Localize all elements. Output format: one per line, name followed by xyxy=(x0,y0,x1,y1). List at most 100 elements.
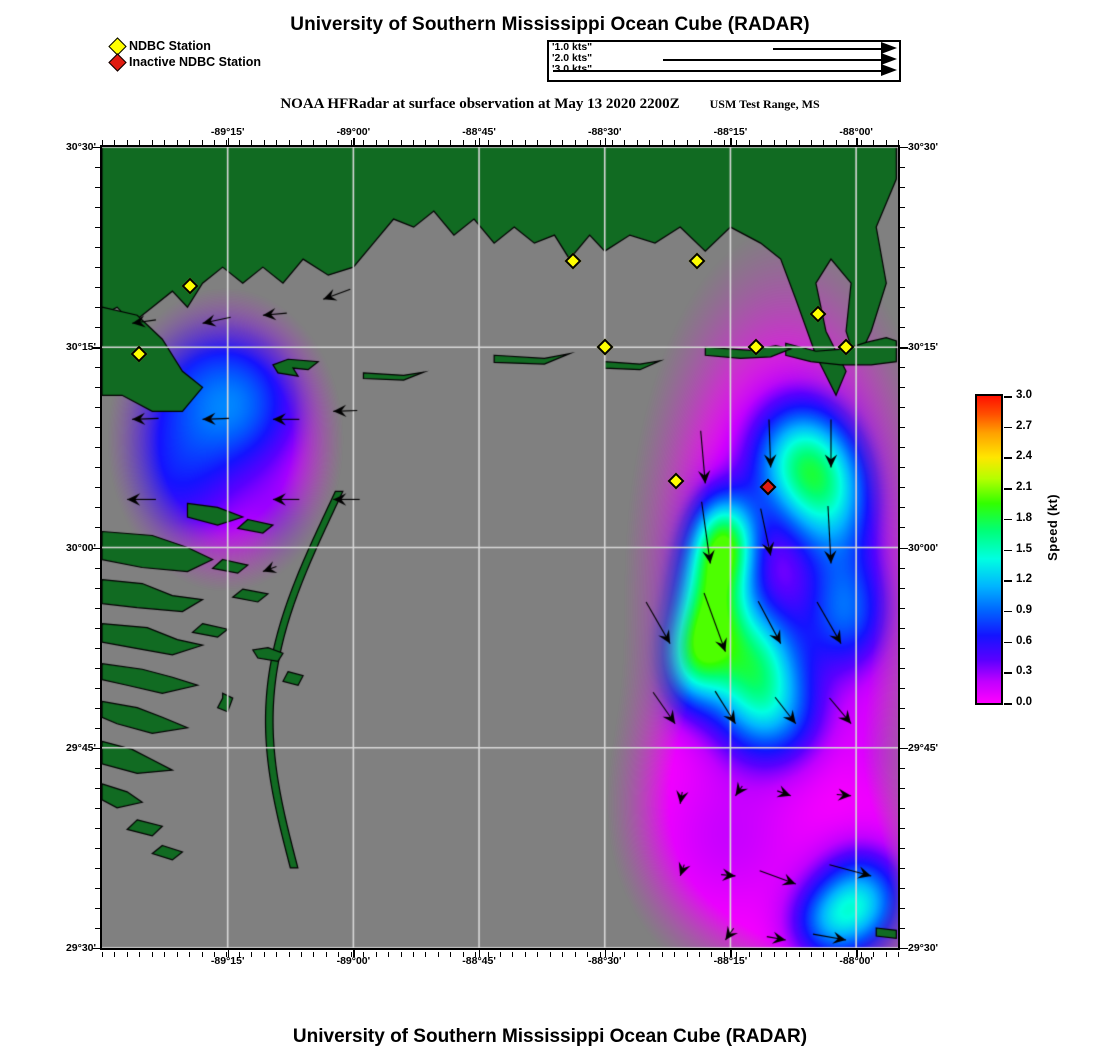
x-axis-tick-bottom xyxy=(604,950,607,957)
inactive-ndbc-station-marker[interactable] xyxy=(759,478,777,496)
x-axis-minor-tick-bottom xyxy=(848,952,850,957)
colorbar-tick-label: 2.7 xyxy=(1016,419,1032,432)
y-axis-minor-tick-right xyxy=(900,307,905,309)
y-axis-label-right: 29°45' xyxy=(908,741,939,754)
x-axis-minor-tick-bottom xyxy=(276,952,278,957)
colorbar-tick-mark xyxy=(1004,488,1012,490)
y-axis-tick-right xyxy=(900,347,908,349)
y-axis-minor-tick-right xyxy=(900,948,905,949)
y-axis-minor-tick-right xyxy=(900,487,905,489)
colorbar-tick-mark xyxy=(1004,580,1012,582)
x-axis-minor-tick-bottom xyxy=(400,952,402,957)
x-axis-minor-tick-bottom xyxy=(114,952,116,957)
x-axis-label-bottom: -88°45' xyxy=(462,955,496,967)
y-axis-minor-tick-right xyxy=(900,427,905,429)
x-axis-minor-tick-bottom xyxy=(139,952,141,957)
colorbar-tick-label: 1.2 xyxy=(1016,573,1032,586)
x-axis-minor-tick-bottom xyxy=(885,952,887,957)
colorbar-tick-label: 0.9 xyxy=(1016,603,1032,616)
station-legend: NDBC Station Inactive NDBC Station xyxy=(108,37,408,72)
colorbar-tick-label: 0.0 xyxy=(1016,696,1032,708)
y-axis-minor-tick-right xyxy=(900,847,905,849)
station-marker-layer[interactable] xyxy=(102,147,898,948)
ndbc-station-marker[interactable] xyxy=(596,338,614,356)
x-axis-minor-tick-bottom xyxy=(748,952,750,957)
y-axis-minor-tick-right xyxy=(900,647,905,649)
x-axis-minor-tick-bottom xyxy=(624,952,626,957)
ndbc-station-marker[interactable] xyxy=(837,338,855,356)
chart-subtitle-main: NOAA HFRadar at surface observation at M… xyxy=(280,96,680,112)
y-axis-tick xyxy=(92,547,100,549)
ndbc-station-marker[interactable] xyxy=(667,472,685,490)
x-axis-label: -89°00' xyxy=(336,126,371,138)
colorbar-tick-mark xyxy=(1004,641,1012,644)
y-axis-minor-tick-right xyxy=(900,407,905,409)
x-axis-minor-tick-bottom xyxy=(823,952,825,957)
x-axis-minor-tick-bottom xyxy=(773,952,775,957)
x-axis-minor-tick-bottom xyxy=(338,952,340,957)
legend-label-inactive-ndbc-station: Inactive NDBC Station xyxy=(129,55,261,70)
colorbar-tick-mark xyxy=(1004,518,1012,521)
y-axis-label: 29°30' xyxy=(65,942,96,954)
y-axis-minor-tick-right xyxy=(900,567,905,569)
map-raster-canvas[interactable] xyxy=(102,147,898,948)
x-axis-minor-tick-bottom xyxy=(810,952,812,957)
x-axis-minor-tick-bottom xyxy=(475,952,477,957)
colorbar-tick-label: 1.5 xyxy=(1016,542,1032,555)
y-axis-minor-tick-right xyxy=(900,687,905,689)
ndbc-station-marker[interactable] xyxy=(181,277,199,295)
vector-scale-row-1: '1.0 kts" xyxy=(549,42,899,55)
x-axis-minor-tick-bottom xyxy=(189,952,191,957)
x-axis-minor-tick-bottom xyxy=(686,952,688,957)
x-axis-tick-bottom xyxy=(856,950,858,957)
x-axis-label: -89°15' xyxy=(210,126,245,138)
ndbc-station-marker[interactable] xyxy=(688,252,706,269)
diamond-marker-inactive-icon xyxy=(108,53,127,72)
colorbar-tick-label: 0.6 xyxy=(1016,634,1032,647)
y-axis-label: 29°45' xyxy=(65,741,96,754)
y-axis-minor-tick-right xyxy=(900,467,905,469)
ndbc-station-marker[interactable] xyxy=(564,252,582,269)
y-axis-minor-tick-right xyxy=(900,267,905,269)
x-axis-minor-tick-bottom xyxy=(587,952,589,957)
x-axis-label: -88°15' xyxy=(713,126,748,138)
x-axis-label-bottom: -88°30' xyxy=(587,955,622,967)
y-axis-minor-tick-right xyxy=(900,927,905,929)
x-axis-tick xyxy=(730,138,732,145)
legend-item-inactive-ndbc-station: Inactive NDBC Station xyxy=(108,53,408,72)
x-axis-minor-tick-bottom xyxy=(350,952,352,957)
vector-scale-label-3: '3.0 kts" xyxy=(552,63,593,75)
vector-scale-line-1 xyxy=(773,48,881,50)
vector-scale-row-3: '3.0 kts" xyxy=(549,63,899,77)
x-axis-minor-tick-bottom xyxy=(288,952,290,957)
colorbar-tick-label: 3.0 xyxy=(1016,389,1032,401)
x-axis-minor-tick-bottom xyxy=(537,952,539,957)
colorbar-tick-mark xyxy=(1004,457,1012,459)
y-axis-minor-tick-right xyxy=(900,187,905,189)
y-axis-tick-right xyxy=(900,747,908,750)
y-axis-minor-tick-right xyxy=(900,507,905,509)
x-axis-tick xyxy=(604,138,607,145)
x-axis-tick xyxy=(856,138,858,145)
x-axis-minor-tick-bottom xyxy=(699,952,700,957)
ndbc-station-marker[interactable] xyxy=(747,338,765,356)
x-axis-minor-tick-bottom xyxy=(611,952,613,957)
y-axis-tick xyxy=(92,347,100,349)
x-axis-minor-tick-bottom xyxy=(412,952,414,957)
y-axis-minor-tick-right xyxy=(900,827,905,829)
y-axis-tick-right xyxy=(900,547,908,549)
vector-scale-legend: '1.0 kts" '2.0 kts" '3.0 kts" xyxy=(547,40,901,82)
radar-map[interactable] xyxy=(100,145,900,950)
y-axis-label-right: 30°00' xyxy=(908,541,939,554)
colorbar-tick-label: 2.4 xyxy=(1016,450,1032,463)
ndbc-station-marker[interactable] xyxy=(130,345,148,363)
x-axis-minor-tick-bottom xyxy=(213,952,215,957)
x-axis-label: -88°00' xyxy=(839,126,873,138)
speed-colorbar: 3.0 2.7 2.4 2.1 1.8 1.5 1.2 0.9 0.6 0.3 0.0 Speed … xyxy=(975,389,1095,709)
y-axis-minor-tick-right xyxy=(900,727,905,729)
x-axis-label-bottom: -88°00' xyxy=(839,955,873,967)
ndbc-station-marker[interactable] xyxy=(809,305,827,323)
y-axis-minor-tick-right xyxy=(900,607,905,609)
y-axis-tick-right xyxy=(900,147,908,149)
x-axis-minor-tick-bottom xyxy=(151,952,153,957)
